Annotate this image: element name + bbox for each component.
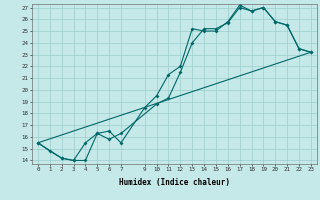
X-axis label: Humidex (Indice chaleur): Humidex (Indice chaleur) — [119, 178, 230, 187]
